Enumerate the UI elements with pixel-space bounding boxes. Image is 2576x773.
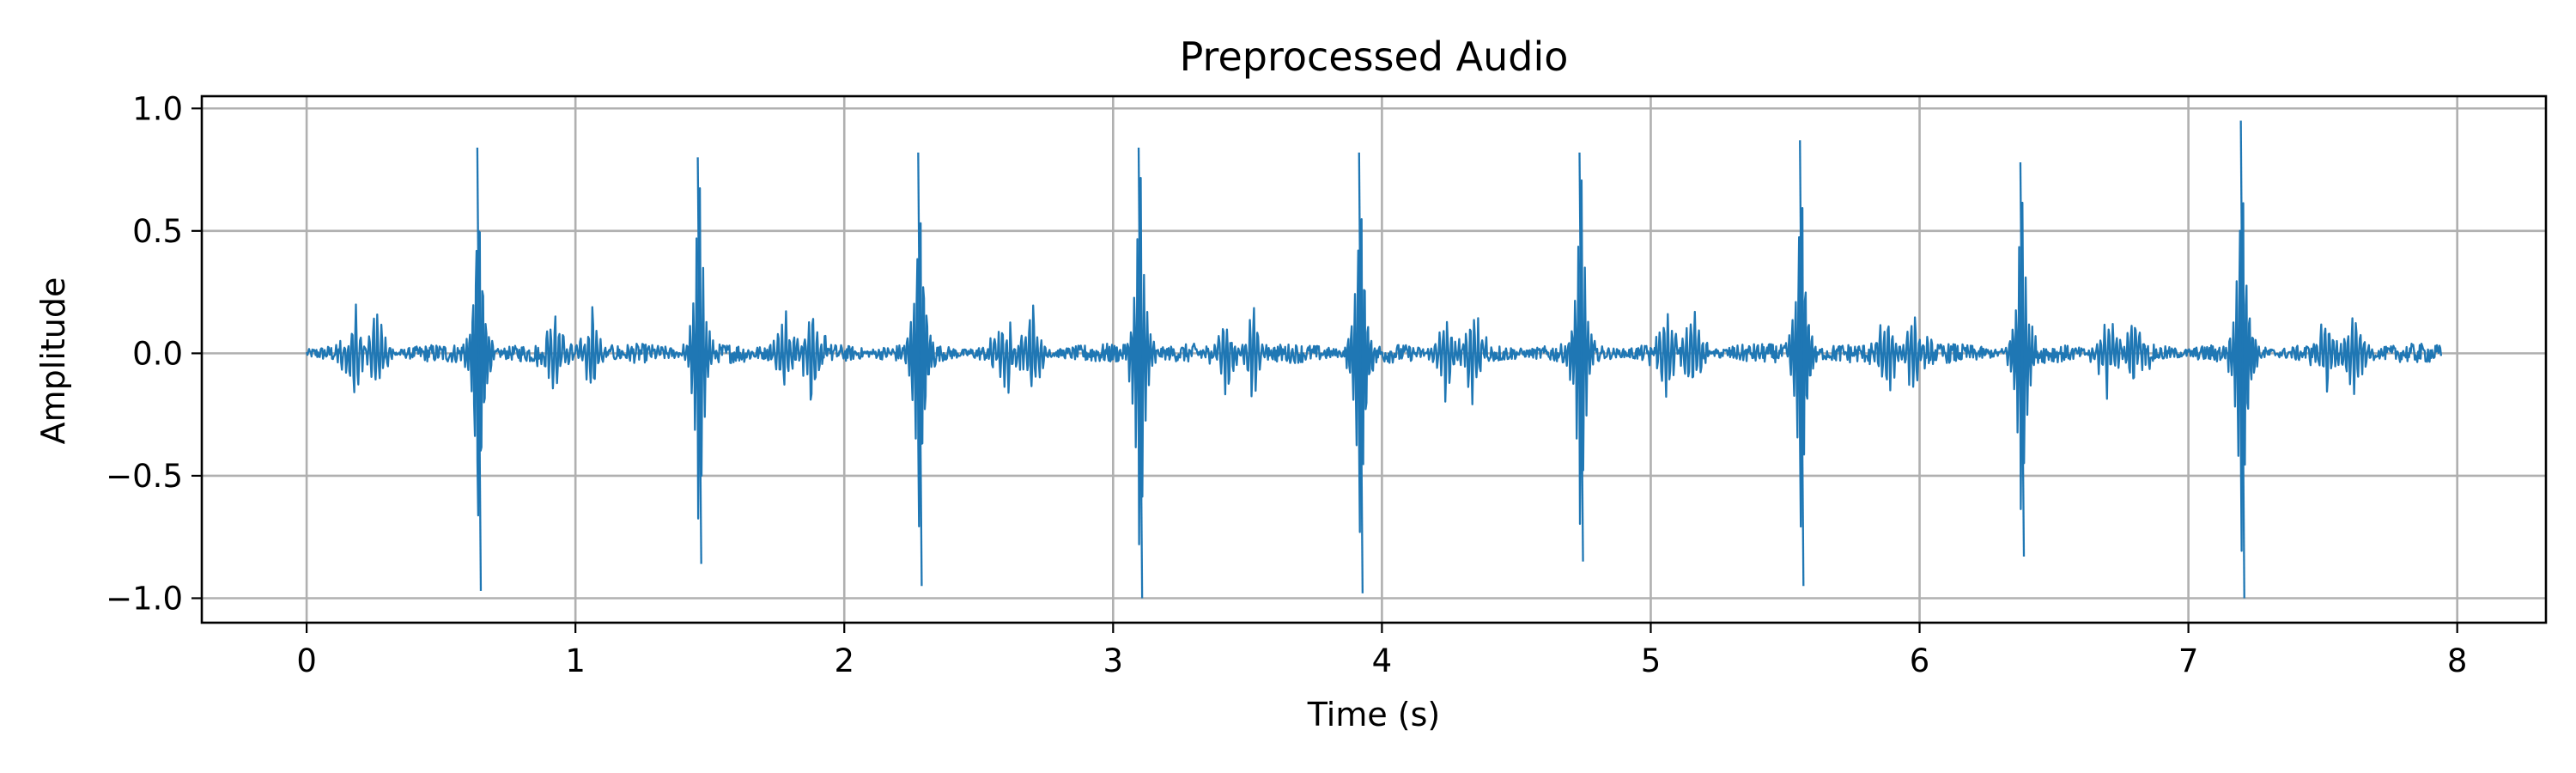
x-tick-label: 0 [296, 642, 317, 679]
y-tick-label: 0.0 [132, 335, 183, 372]
beat-peak [2019, 161, 2026, 557]
beat-peak [917, 152, 923, 587]
x-axis-label: Time (s) [1307, 696, 1441, 733]
waveform-line [306, 176, 2443, 552]
series-layer [306, 120, 2443, 599]
x-tick-label: 6 [1910, 642, 1930, 679]
beat-peak [2239, 120, 2245, 599]
x-tick-label: 7 [2178, 642, 2199, 679]
y-tick-label: −1.0 [106, 580, 183, 617]
x-tick-label: 5 [1641, 642, 1662, 679]
x-tick-label: 8 [2447, 642, 2468, 679]
ticks: 0 1 2 3 4 5 6 7 8 1.0 0.5 0.0 −0.5 −1.0 [106, 90, 2467, 679]
beat-peak [1137, 147, 1144, 599]
y-tick-label: 0.5 [132, 213, 183, 250]
x-tick-label: 1 [565, 642, 586, 679]
y-tick-label: −0.5 [106, 458, 183, 495]
x-tick-label: 3 [1103, 642, 1124, 679]
chart-title: Preprocessed Audio [1180, 33, 1569, 80]
beat-peak [1358, 152, 1364, 593]
beat-peak [1578, 152, 1584, 562]
y-tick-label: 1.0 [132, 90, 183, 127]
plot-frame [200, 94, 2548, 624]
beat-peak [1799, 140, 1805, 587]
x-tick-label: 2 [834, 642, 854, 679]
beat-peak [476, 147, 483, 591]
x-tick-label: 4 [1372, 642, 1393, 679]
beat-peak [696, 157, 702, 564]
y-axis-label: Amplitude [34, 277, 72, 445]
